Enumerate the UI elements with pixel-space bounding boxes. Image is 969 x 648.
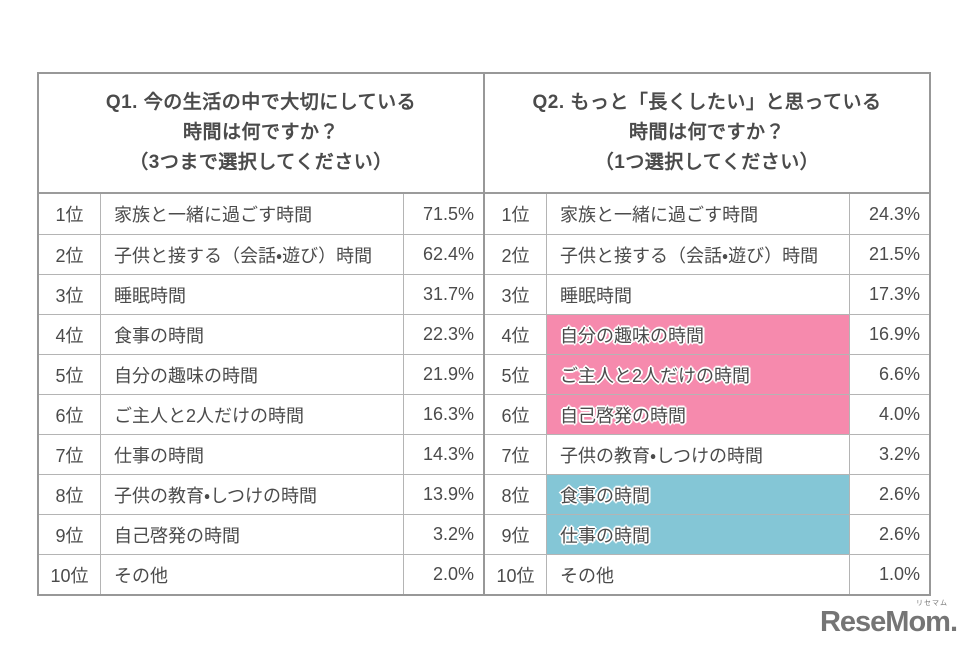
rank-cell: 6位 — [39, 394, 101, 434]
item-label-cell: 仕事の時間 — [547, 514, 850, 554]
rank-cell: 2位 — [485, 234, 547, 274]
rank-cell: 3位 — [39, 274, 101, 314]
q1-title-line: 時間は何ですか？ — [182, 122, 339, 143]
item-label-cell: 子供と接する（会話・遊び）時間 — [101, 234, 404, 274]
value-cell: 21.5% — [850, 234, 929, 274]
value-cell: 24.3% — [868, 203, 920, 224]
rank-cell: 9位 — [485, 514, 547, 554]
q1-title-line: （3つまで選択してください） — [129, 152, 393, 173]
rank-cell: 5位 — [485, 354, 547, 394]
logo-text: ReseMom. — [819, 606, 958, 638]
rank-cell: 10位 — [39, 554, 101, 594]
logo-ruby-text: リセマム — [916, 600, 948, 607]
rank-cell: 8位 — [39, 474, 101, 514]
value-cell: 3.2% — [850, 434, 929, 474]
rank-cell: 7位 — [485, 434, 547, 474]
q1-title-line: Q1. 今の生活の中で大切にしている — [105, 92, 417, 113]
rank-cell: 1位 — [485, 194, 547, 234]
value-cell: 16.9% — [850, 314, 929, 354]
value-cell: 6.6% — [850, 354, 929, 394]
value-cell: 4.0% — [850, 394, 929, 434]
item-label-cell: 子供の教育・しつけの時間 — [547, 434, 850, 474]
value-cell: 14.3% — [404, 434, 483, 474]
value-cell: 22.3% — [404, 314, 483, 354]
q2-title: Q2. もっと「長くしたい」と思っている 時間は何ですか？ （1つ選択してくださ… — [485, 74, 929, 194]
rank-cell: 6位 — [485, 394, 547, 434]
item-label-cell: 食事の時間 — [101, 314, 404, 354]
item-label-cell: 家族と一緒に過ごす時間 — [547, 194, 850, 234]
rank-cell: 7位 — [39, 434, 101, 474]
q1-table: Q1. 今の生活の中で大切にしている 時間は何ですか？ （3つまで選択してくださ… — [39, 74, 483, 594]
q1-title: Q1. 今の生活の中で大切にしている 時間は何ですか？ （3つまで選択してくださ… — [39, 74, 483, 194]
q2-table: Q2. もっと「長くしたい」と思っている 時間は何ですか？ （1つ選択してくださ… — [483, 74, 929, 594]
item-label-cell: ご主人と2人だけの時間 — [101, 394, 404, 434]
value-cell: 3.2% — [404, 514, 483, 554]
value-cell: 2.6% — [850, 474, 929, 514]
value-cell: 17.3% — [850, 274, 929, 314]
item-label-cell: 子供と接する（会話・遊び）時間 — [547, 234, 850, 274]
q2-title-line: 時間は何ですか？ — [628, 122, 785, 143]
value-cell: 1.0% — [850, 554, 929, 594]
value-cell: 13.9% — [404, 474, 483, 514]
item-label-cell: 自己啓発の時間 — [101, 514, 404, 554]
item-label-cell: 家族と一緒に過ごす時間 — [101, 194, 404, 234]
item-label-cell: 仕事の時間 — [101, 434, 404, 474]
value-cell: 62.4% — [404, 234, 483, 274]
resemom-logo: リセマム ReseMom. — [819, 598, 958, 639]
item-label-cell: 睡眠時間 — [547, 274, 850, 314]
item-label-cell: ご主人と2人だけの時間 — [547, 354, 850, 394]
q2-title-line: （1つ選択してください） — [594, 152, 820, 173]
rank-cell: 8位 — [485, 474, 547, 514]
value-cell: 21.9% — [404, 354, 483, 394]
rank-cell: 1位 — [39, 194, 101, 234]
item-label-cell: 自分の趣味の時間 — [547, 314, 850, 354]
rank-cell: 4位 — [39, 314, 101, 354]
item-label-cell: 自分の趣味の時間 — [101, 354, 404, 394]
value-cell: 2.6% — [850, 514, 929, 554]
item-label-cell: その他 — [101, 554, 404, 594]
rank-cell: 3位 — [485, 274, 547, 314]
rank-cell: 4位 — [485, 314, 547, 354]
item-label-cell: 食事の時間 — [547, 474, 850, 514]
value-cell: 16.3% — [404, 394, 483, 434]
value-cell: 2.0% — [404, 554, 483, 594]
rank-cell: 10位 — [485, 554, 547, 594]
item-label-cell: 子供の教育・しつけの時間 — [101, 474, 404, 514]
survey-results-table: Q1. 今の生活の中で大切にしている 時間は何ですか？ （3つまで選択してくださ… — [37, 72, 931, 596]
value-cell: 71.5% — [422, 203, 474, 224]
rank-cell: 9位 — [39, 514, 101, 554]
item-label-cell: 自己啓発の時間 — [547, 394, 850, 434]
q2-title-line: Q2. もっと「長くしたい」と思っている — [532, 92, 882, 113]
rank-cell: 5位 — [39, 354, 101, 394]
item-label-cell: その他 — [547, 554, 850, 594]
rank-cell: 2位 — [39, 234, 101, 274]
value-cell: 31.7% — [404, 274, 483, 314]
item-label-cell: 睡眠時間 — [101, 274, 404, 314]
